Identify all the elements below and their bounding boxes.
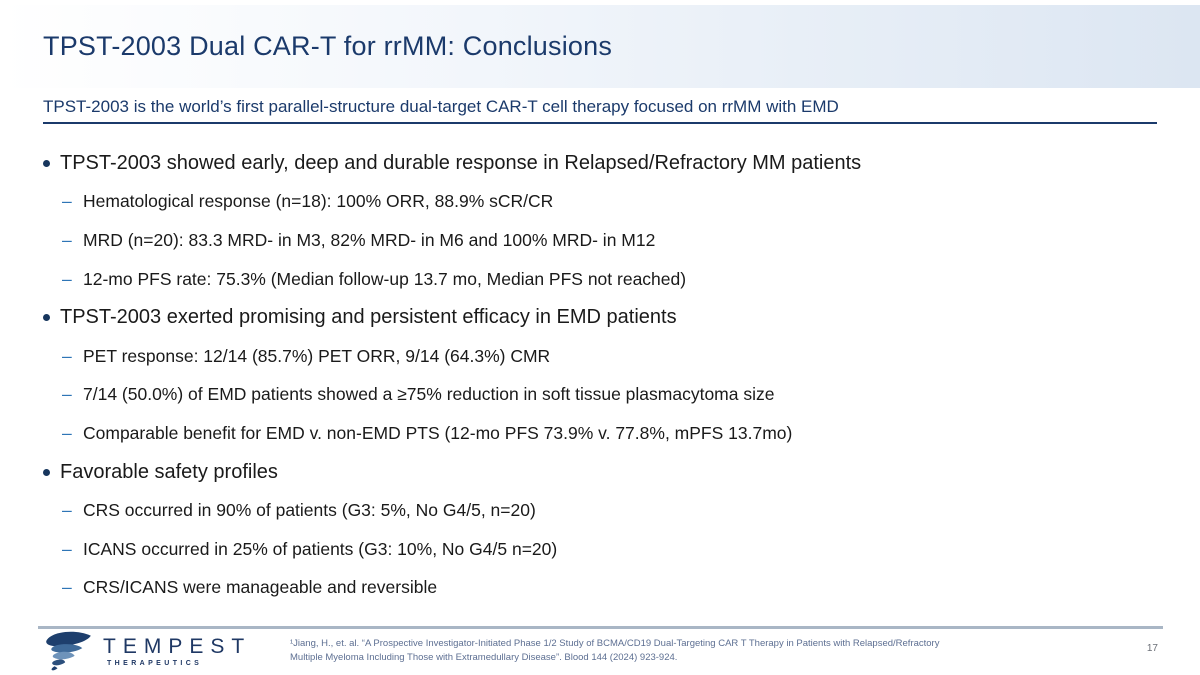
page-number: 17 <box>1146 643 1158 654</box>
bullet-dot-icon <box>43 468 50 476</box>
slide-subtitle: TPST-2003 is the world’s first parallel-… <box>43 97 839 116</box>
tempest-logo: TEMPEST THERAPEUTICS <box>42 631 251 671</box>
dash-icon: – <box>62 577 72 598</box>
header-band: TPST-2003 Dual CAR-T for rrMM: Conclusio… <box>0 5 1200 88</box>
sub-bullet-item: – ICANS occurred in 25% of patients (G3:… <box>0 530 1200 569</box>
sub-bullet-item: – CRS occurred in 90% of patients (G3: 5… <box>0 491 1200 530</box>
sub-bullet-text: CRS/ICANS were manageable and reversible <box>83 577 438 598</box>
tornado-icon <box>46 631 91 671</box>
bullet-text: Favorable safety profiles <box>60 460 278 483</box>
sub-bullet-text: 7/14 (50.0%) of EMD patients showed a ≥7… <box>83 384 775 405</box>
bullet-item: TPST-2003 exerted promising and persiste… <box>0 298 1200 337</box>
dash-icon: – <box>62 538 72 559</box>
citation-line: ¹Jiang, H., et. al. “A Prospective Inves… <box>290 638 940 649</box>
sub-bullet-item: – Comparable benefit for EMD v. non-EMD … <box>0 414 1200 453</box>
citation: ¹Jiang, H., et. al. “A Prospective Inves… <box>290 637 939 664</box>
citation-line: Multiple Myeloma Including Those with Ex… <box>290 651 678 663</box>
bullet-item: TPST-2003 showed early, deep and durable… <box>0 144 1200 183</box>
dash-icon: – <box>62 345 72 366</box>
sub-bullet-item: – 7/14 (50.0%) of EMD patients showed a … <box>0 376 1200 415</box>
sub-bullet-item: – PET response: 12/14 (85.7%) PET ORR, 9… <box>0 337 1200 376</box>
dash-icon: – <box>62 500 72 521</box>
page-title: TPST-2003 Dual CAR-T for rrMM: Conclusio… <box>43 31 613 61</box>
logo-name: TEMPEST <box>103 634 252 658</box>
sub-bullet-item: – Hematological response (n=18): 100% OR… <box>0 183 1200 222</box>
sub-bullet-text: CRS occurred in 90% of patients (G3: 5%,… <box>83 500 536 521</box>
bullet-dot-icon <box>43 159 50 167</box>
subtitle-divider <box>43 122 1157 124</box>
footer-divider <box>38 626 1163 629</box>
sub-bullet-text: ICANS occurred in 25% of patients (G3: 1… <box>83 538 558 559</box>
sub-bullet-text: 12-mo PFS rate: 75.3% (Median follow-up … <box>83 268 687 289</box>
bullet-dot-icon <box>43 314 50 322</box>
sub-bullet-text: MRD (n=20): 83.3 MRD- in M3, 82% MRD- in… <box>83 229 656 250</box>
bullet-text: TPST-2003 showed early, deep and durable… <box>60 151 862 174</box>
dash-icon: – <box>62 384 72 405</box>
logo-subtext: THERAPEUTICS <box>107 659 203 667</box>
dash-icon: – <box>62 191 72 212</box>
bullet-text: TPST-2003 exerted promising and persiste… <box>60 306 677 329</box>
bullet-item: Favorable safety profiles <box>0 453 1200 492</box>
sub-bullet-item: – 12-mo PFS rate: 75.3% (Median follow-u… <box>0 260 1200 299</box>
sub-bullet-text: PET response: 12/14 (85.7%) PET ORR, 9/1… <box>83 345 551 366</box>
dash-icon: – <box>62 268 72 289</box>
bullet-list: TPST-2003 showed early, deep and durable… <box>0 144 1200 607</box>
sub-bullet-item: – MRD (n=20): 83.3 MRD- in M3, 82% MRD- … <box>0 221 1200 260</box>
dash-icon: – <box>62 229 72 250</box>
dash-icon: – <box>62 422 72 443</box>
sub-bullet-text: Comparable benefit for EMD v. non-EMD PT… <box>83 422 793 443</box>
logo-text: TEMPEST THERAPEUTICS <box>103 634 252 667</box>
sub-bullet-text: Hematological response (n=18): 100% ORR,… <box>83 191 554 212</box>
sub-bullet-item: – CRS/ICANS were manageable and reversib… <box>0 569 1200 608</box>
